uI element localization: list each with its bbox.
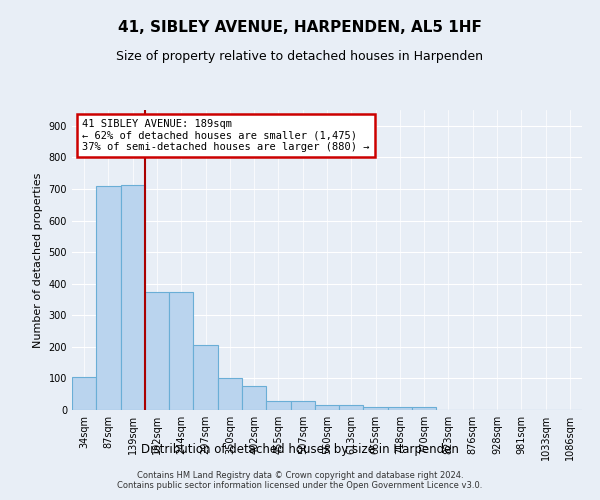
Text: Distribution of detached houses by size in Harpenden: Distribution of detached houses by size … [141, 444, 459, 456]
Bar [266, 400, 290, 410]
Bar [121, 185, 145, 410]
Y-axis label: Number of detached properties: Number of detached properties [33, 172, 43, 348]
Bar [145, 292, 169, 410]
Bar [169, 292, 193, 410]
Bar [364, 408, 388, 410]
Bar [388, 408, 412, 410]
Bar [72, 377, 96, 410]
Text: Size of property relative to detached houses in Harpenden: Size of property relative to detached ho… [116, 50, 484, 63]
Text: Contains HM Land Registry data © Crown copyright and database right 2024.
Contai: Contains HM Land Registry data © Crown c… [118, 470, 482, 490]
Bar [315, 406, 339, 410]
Bar [218, 378, 242, 410]
Text: 41 SIBLEY AVENUE: 189sqm
← 62% of detached houses are smaller (1,475)
37% of sem: 41 SIBLEY AVENUE: 189sqm ← 62% of detach… [82, 119, 370, 152]
Text: 41, SIBLEY AVENUE, HARPENDEN, AL5 1HF: 41, SIBLEY AVENUE, HARPENDEN, AL5 1HF [118, 20, 482, 35]
Bar [290, 400, 315, 410]
Bar [339, 406, 364, 410]
Bar [96, 186, 121, 410]
Bar [193, 344, 218, 410]
Bar [412, 408, 436, 410]
Bar [242, 386, 266, 410]
